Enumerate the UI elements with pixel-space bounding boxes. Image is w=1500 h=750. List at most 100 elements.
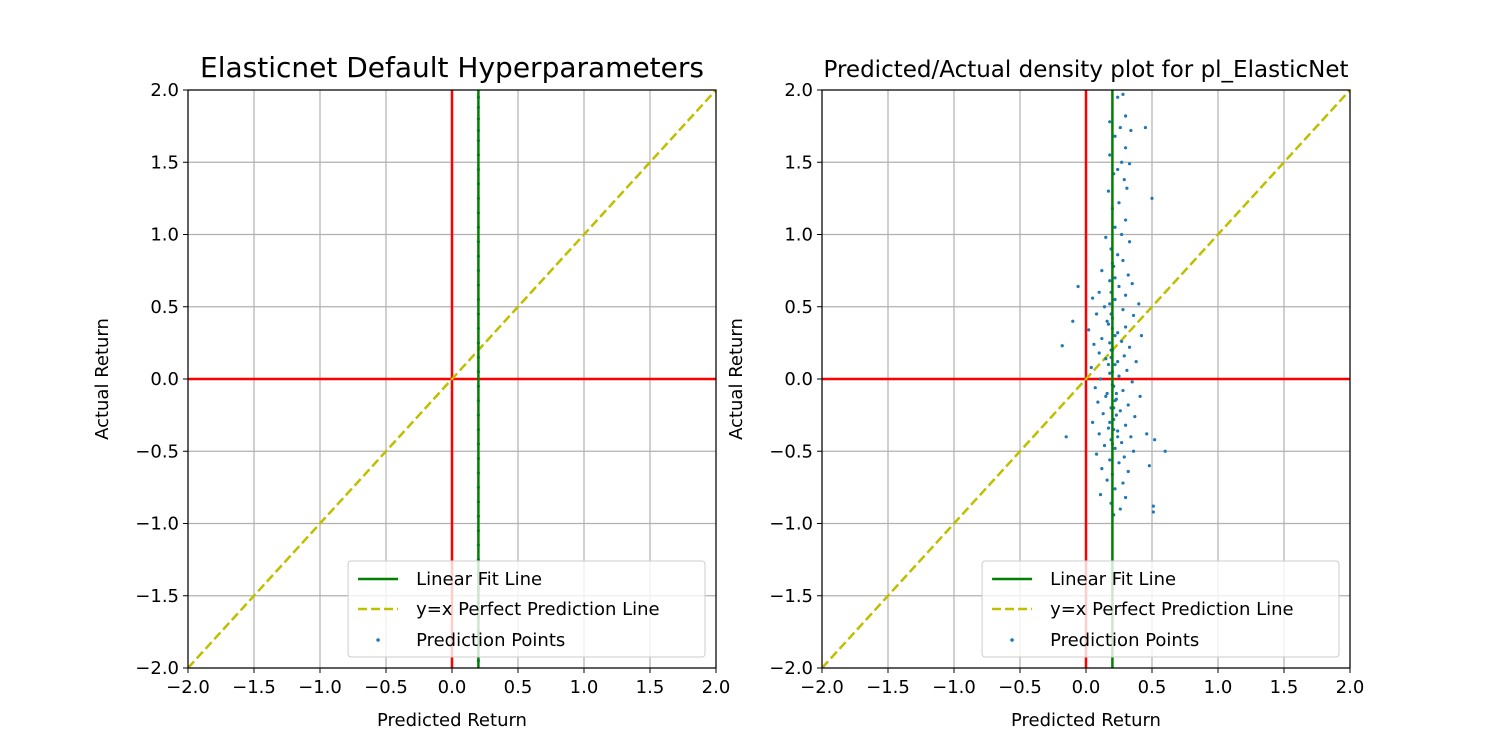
chart-right-point-55 [1127, 345, 1132, 349]
chart-right-point-35 [1097, 290, 1101, 294]
chart-right-point-6 [1129, 128, 1133, 133]
chart-right-point-2 [1124, 114, 1128, 118]
chart-right-point-64 [1108, 371, 1112, 375]
chart-right-point-136 [1116, 360, 1120, 364]
chart-left-ylabel: Actual Return [92, 318, 113, 440]
chart-left-axes-frame [187, 89, 717, 669]
chart-right-point-97 [1122, 455, 1126, 459]
chart-left: Elasticnet Default Hyperparameters Predi… [92, 51, 730, 731]
chart-left-xtick-label-2: −1.0 [298, 677, 342, 698]
chart-right-ytick-label-3: −0.5 [769, 441, 813, 462]
chart-left-ytick-label-1: −1.5 [135, 586, 179, 607]
chart-right-point-48 [1087, 328, 1091, 332]
chart-right-point-69 [1093, 386, 1097, 390]
chart-left-title: Elasticnet Default Hyperparameters [200, 51, 704, 84]
chart-right-point-46 [1106, 322, 1111, 326]
chart-right-perfect-prediction-line [822, 90, 1350, 668]
chart-right-point-42 [1094, 312, 1099, 316]
chart-right-xtick-label-2: −1.0 [932, 677, 976, 698]
chart-right-point-135 [1108, 302, 1112, 306]
chart-right-legend-label-1: y=x Perfect Prediction Line [1050, 599, 1294, 620]
chart-right-ytick-label-6: 1.0 [784, 225, 813, 246]
chart-right-point-133 [1113, 276, 1117, 280]
chart-right-point-17 [1150, 196, 1154, 200]
chart-right-ytick-label-2: −1.0 [769, 514, 813, 535]
chart-right-point-36 [1124, 293, 1128, 297]
chart-left-xtick-label-8: 2.0 [702, 677, 731, 698]
chart-right-point-38 [1113, 297, 1117, 302]
chart-right-point-23 [1104, 235, 1108, 239]
chart-right-xtick-label-5: 0.5 [1138, 677, 1167, 698]
chart-right-point-18 [1117, 201, 1121, 205]
chart-right-point-40 [1102, 305, 1107, 309]
chart-right-legend-label-2: Prediction Points [1050, 630, 1199, 651]
chart-right-point-31 [1108, 279, 1112, 283]
chart-right-legend-swatch-points [1010, 638, 1014, 642]
chart-right-point-60 [1134, 360, 1138, 364]
chart-right-plot-area [822, 90, 1350, 668]
chart-right-axes-frame [821, 89, 1351, 669]
chart-right-point-70 [1121, 388, 1125, 393]
chart-right-point-4 [1118, 125, 1122, 130]
chart-right-point-117 [1113, 399, 1117, 403]
chart-right-point-104 [1105, 478, 1109, 482]
chart-left-ytick-label-4: 0.0 [150, 369, 179, 390]
chart-right-ytick-label-0: −2.0 [769, 658, 813, 679]
chart-right-point-32 [1130, 282, 1134, 286]
chart-right-legend-label-0: Linear Fit Line [1050, 569, 1176, 590]
chart-right-point-1 [1121, 92, 1125, 96]
chart-right: Predicted/Actual density plot for pl_Ela… [726, 57, 1364, 731]
chart-right-xtick-label-6: 1.0 [1204, 677, 1233, 698]
chart-left-legend: Linear Fit Line y=x Perfect Prediction Li… [347, 560, 706, 658]
chart-right-point-11 [1127, 162, 1132, 166]
chart-right-point-45 [1071, 319, 1075, 323]
chart-left-xtick-label-6: 1.0 [570, 677, 599, 698]
chart-left-legend-box [347, 560, 706, 658]
chart-right-point-62 [1089, 365, 1093, 370]
chart-right-point-39 [1137, 302, 1141, 306]
chart-right-point-96 [1094, 452, 1099, 456]
chart-right-point-105 [1121, 481, 1125, 485]
chart-right-point-102 [1126, 469, 1130, 474]
chart-right-point-57 [1097, 351, 1101, 355]
chart-right-point-100 [1117, 461, 1121, 465]
chart-right-point-112 [1151, 510, 1155, 514]
chart-left-legend-swatch-points [376, 638, 380, 642]
chart-left-xtick-label-1: −1.5 [232, 677, 276, 698]
chart-left-ytick-label-5: 0.5 [150, 297, 179, 318]
chart-right-point-15 [1125, 186, 1129, 190]
chart-right-point-33 [1117, 284, 1121, 289]
chart-right-ytick-label-8: 2.0 [784, 80, 813, 101]
chart-right-ytick-label-1: −1.5 [769, 586, 813, 607]
chart-right-point-137 [1104, 394, 1108, 398]
chart-right-point-51 [1100, 336, 1104, 341]
chart-right-point-58 [1122, 354, 1126, 358]
chart-right-point-26 [1116, 253, 1120, 257]
chart-right-point-131 [1116, 435, 1120, 439]
chart-right-point-72 [1138, 394, 1142, 398]
chart-left-ytick-label-2: −1.0 [135, 514, 179, 535]
chart-right-point-86 [1145, 432, 1149, 436]
chart-right-xtick-label-0: −2.0 [800, 677, 844, 698]
chart-right-point-98 [1108, 458, 1112, 462]
chart-right-point-108 [1124, 495, 1128, 500]
chart-right-point-85 [1097, 432, 1101, 436]
chart-left-xlabel: Predicted Return [377, 710, 527, 731]
chart-right-point-74 [1096, 400, 1100, 404]
chart-right-legend-box [981, 560, 1340, 658]
chart-right-point-119 [1114, 413, 1118, 417]
chart-right-xtick-label-3: −0.5 [998, 677, 1042, 698]
chart-right-point-59 [1104, 357, 1108, 361]
chart-left-ytick-label-6: 1.0 [150, 225, 179, 246]
chart-right-ytick-label-7: 1.5 [784, 152, 813, 173]
chart-left-xtick-label-7: 1.5 [636, 677, 665, 698]
chart-right-point-99 [1147, 464, 1151, 468]
chart-right-xtick-label-1: −1.5 [866, 677, 910, 698]
chart-right-point-118 [1108, 341, 1112, 345]
chart-right-point-65 [1117, 374, 1121, 378]
chart-right-point-52 [1120, 339, 1124, 344]
chart-right-point-21 [1113, 225, 1117, 229]
chart-right-ytick-label-5: 0.5 [784, 297, 813, 318]
chart-right-point-41 [1121, 308, 1125, 312]
chart-right-xtick-label-8: 2.0 [1336, 677, 1365, 698]
